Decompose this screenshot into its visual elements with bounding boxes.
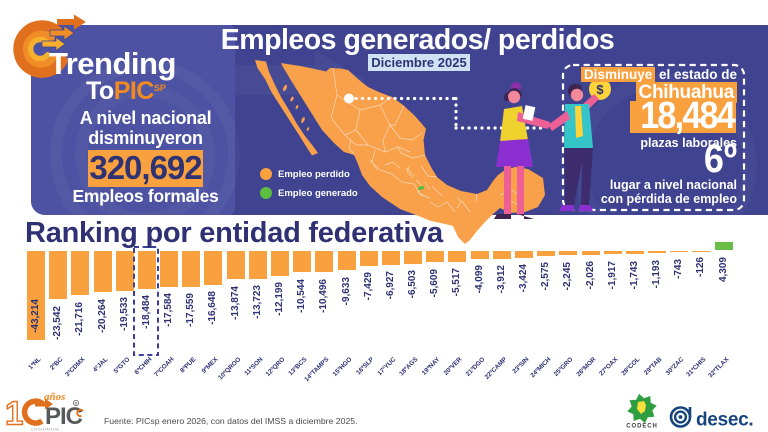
svg-text:desec.: desec. <box>696 410 753 429</box>
svg-text:CODECH: CODECH <box>626 424 657 430</box>
svg-text:R: R <box>74 401 77 406</box>
svg-text:$: $ <box>596 82 604 97</box>
svg-text:CHIHUAHUA: CHIHUAHUA <box>31 427 59 432</box>
svg-text:1: 1 <box>5 395 23 432</box>
svg-text:PIC: PIC <box>45 403 83 430</box>
svg-text:años: años <box>44 391 65 403</box>
